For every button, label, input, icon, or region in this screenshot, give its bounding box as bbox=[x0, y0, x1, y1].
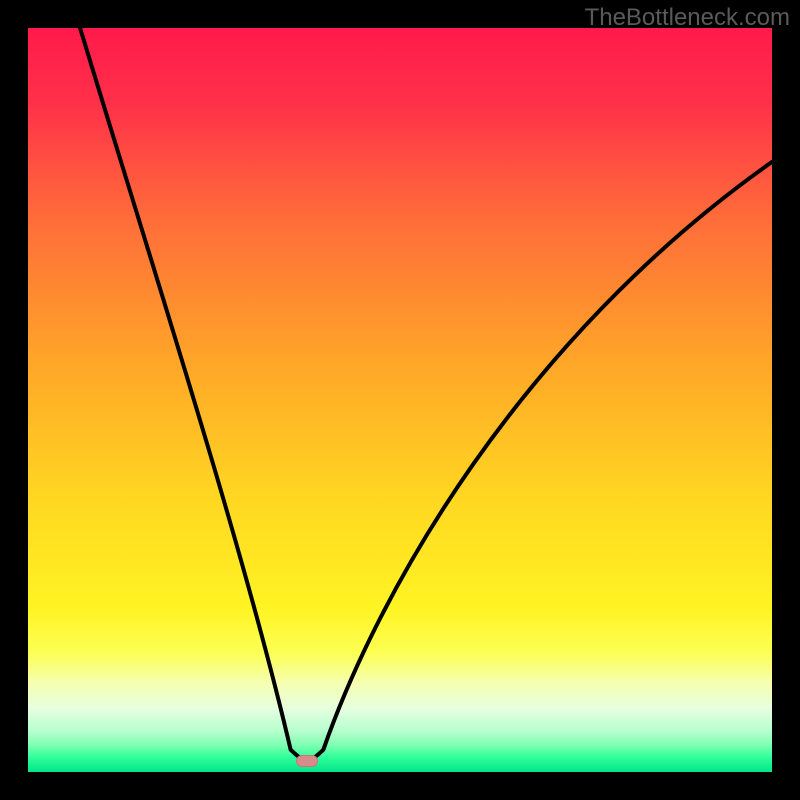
watermark-text: TheBottleneck.com bbox=[585, 4, 790, 32]
plot-area bbox=[28, 28, 772, 772]
chart-frame: TheBottleneck.com bbox=[0, 0, 800, 800]
minimum-marker bbox=[296, 755, 318, 767]
